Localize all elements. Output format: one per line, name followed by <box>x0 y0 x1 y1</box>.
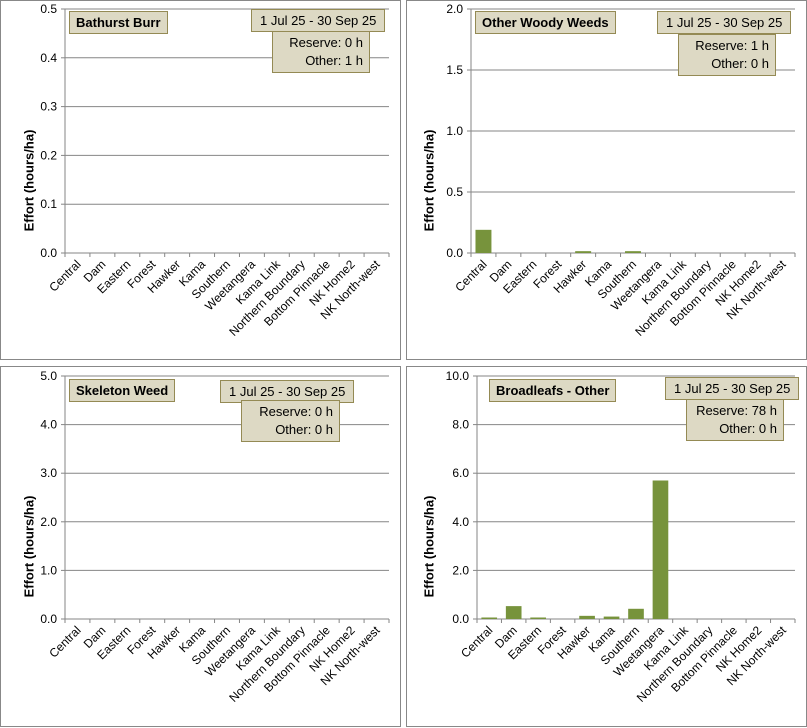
chart-title: Broadleafs - Other <box>489 379 617 402</box>
chart-title: Skeleton Weed <box>69 379 176 402</box>
y-tick-label: 0.0 <box>452 612 469 626</box>
x-tick-label: Central <box>458 623 495 660</box>
hours-summary: Reserve: 0 h Other: 0 h <box>241 400 340 442</box>
chart-svg: 0.00.51.01.52.0CentralDamEasternForestHa… <box>446 2 796 339</box>
reserve-hours: Reserve: 78 h <box>696 403 777 418</box>
y-axis-label: Effort (hours/ha) <box>421 129 437 232</box>
chart-svg: 0.00.10.20.30.40.5CentralDamEasternFores… <box>40 2 390 339</box>
bar-dam <box>505 606 522 619</box>
y-tick-label: 1.0 <box>40 563 57 577</box>
other-hours: Other: 0 h <box>711 56 769 71</box>
other-hours: Other: 0 h <box>719 421 777 436</box>
date-range: 1 Jul 25 - 30 Sep 25 <box>657 11 792 34</box>
bar-central <box>475 229 492 253</box>
reserve-hours: Reserve: 0 h <box>289 35 363 50</box>
y-tick-label: 0.4 <box>40 51 57 65</box>
y-tick-label: 0.5 <box>446 185 463 199</box>
chart-title: Bathurst Burr <box>69 11 168 34</box>
x-tick-label: Central <box>452 257 489 294</box>
x-tick-label: Central <box>46 257 83 294</box>
other-hours: Other: 1 h <box>305 53 363 68</box>
y-tick-label: 0.5 <box>40 2 57 16</box>
date-range: 1 Jul 25 - 30 Sep 25 <box>220 380 355 403</box>
reserve-hours: Reserve: 0 h <box>259 404 333 419</box>
y-tick-label: 1.0 <box>446 124 463 138</box>
chart-svg: 0.01.02.03.04.05.0CentralDamEasternFores… <box>40 369 390 705</box>
y-tick-label: 6.0 <box>452 466 469 480</box>
chart-svg: 0.02.04.06.08.010.0CentralDamEasternFore… <box>446 369 796 705</box>
y-tick-label: 2.0 <box>446 2 463 16</box>
y-axis-label: Effort (hours/ha) <box>421 495 437 598</box>
y-tick-label: 4.0 <box>40 418 57 432</box>
y-tick-label: 2.0 <box>452 563 469 577</box>
y-tick-label: 10.0 <box>446 369 470 383</box>
bar-kama <box>603 616 620 619</box>
y-axis-label: Effort (hours/ha) <box>21 495 37 598</box>
chart-panel-skeleton-weed: 0.0 1.0 2.0 3.0 4.0 5.0 Central Dam Eastern Fores… <box>0 366 401 727</box>
bar-central <box>481 617 498 619</box>
reserve-hours: Reserve: 1 h <box>695 38 769 53</box>
y-tick-label: 0.3 <box>40 100 57 114</box>
y-tick-label: 2.0 <box>40 515 57 529</box>
y-tick-label: 4.0 <box>452 515 469 529</box>
other-hours: Other: 0 h <box>275 422 333 437</box>
bar-eastern <box>530 617 546 619</box>
y-tick-label: 0.2 <box>40 148 57 162</box>
y-tick-label: 8.0 <box>452 418 469 432</box>
bar-weetangera <box>652 480 669 619</box>
bar-southern <box>625 251 641 253</box>
y-tick-label: 0.0 <box>446 246 463 260</box>
y-tick-label: 1.5 <box>446 63 463 77</box>
bar-hawker <box>575 251 592 253</box>
chart-title: Other Woody Weeds <box>475 11 616 34</box>
date-range: 1 Jul 25 - 30 Sep 25 <box>665 377 800 400</box>
bar-southern <box>628 608 644 619</box>
bar-hawker <box>579 615 595 619</box>
chart-panel-other-woody-weeds: 0.0 0.5 1.0 1.5 2.0 Central Dam Eastern Forest Ha… <box>406 0 807 360</box>
hours-summary: Reserve: 1 h Other: 0 h <box>678 34 776 76</box>
y-axis-label: Effort (hours/ha) <box>21 129 37 232</box>
y-tick-label: 3.0 <box>40 466 57 480</box>
y-tick-label: 0.0 <box>40 246 57 260</box>
chart-panel-bathurst-burr: 0.0 0.1 0.2 0.3 0.4 0.5 Central Dam Eastern Fores… <box>0 0 401 360</box>
y-tick-label: 0.0 <box>40 612 57 626</box>
date-range: 1 Jul 25 - 30 Sep 25 <box>251 9 386 32</box>
chart-panel-broadleafs-other: 0.0 2.0 4.0 6.0 8.0 10.0 Central Dam Eastern Fore… <box>406 366 807 727</box>
hours-summary: Reserve: 78 h Other: 0 h <box>686 399 784 441</box>
x-tick-label: Central <box>46 623 83 660</box>
y-tick-label: 0.1 <box>40 197 57 211</box>
y-tick-label: 5.0 <box>40 369 57 383</box>
hours-summary: Reserve: 0 h Other: 1 h <box>272 31 370 73</box>
